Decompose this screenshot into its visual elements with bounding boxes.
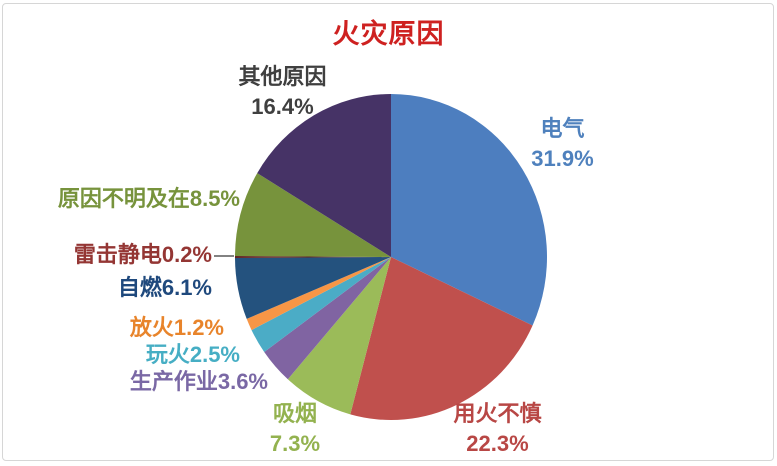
pie-slice-生产作业: [264, 257, 391, 380]
slice-label-cause-unknown: 原因不明及在8.5%: [57, 186, 240, 211]
slice-label-spontaneous-combustion: 自燃6.1%: [117, 275, 212, 300]
slice-label-lightning-static: 雷击静电0.2%: [73, 242, 212, 267]
slice-label-playing-with-fire: 玩火2.5%: [145, 342, 240, 367]
pie-slice-自燃: [235, 257, 391, 319]
pie-slice-雷击静电: [234, 255, 391, 259]
slice-label-electrical: 电气 31.9%: [531, 116, 594, 171]
pie-slice-用火不慎: [350, 257, 533, 421]
slice-label-careless-fire-use: 用火不慎 22.3%: [453, 401, 542, 456]
slice-label-arson: 放火1.2%: [129, 315, 224, 340]
pie-slice-放火: [246, 257, 391, 331]
pie-slice-其他原因: [257, 94, 391, 257]
chart-title: 火灾原因: [332, 19, 445, 49]
slice-label-production-work: 生产作业3.6%: [129, 369, 268, 394]
pie-slice-玩火: [251, 257, 391, 352]
pie-slice-电气: [391, 94, 548, 326]
pie-slice-吸烟: [287, 257, 391, 415]
slice-label-other-causes: 其他原因 16.4%: [238, 64, 327, 119]
pie-slice-原因不明及在: [235, 173, 391, 257]
slice-label-smoking: 吸烟 7.3%: [269, 401, 321, 456]
